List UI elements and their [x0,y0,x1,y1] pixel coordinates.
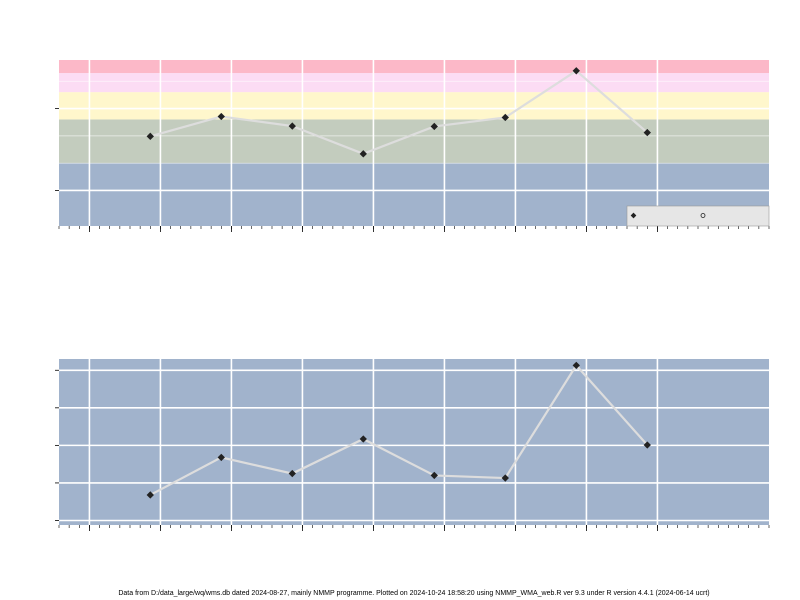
legend [626,205,770,227]
data-point [359,435,367,443]
legend-marker-ecoli [630,212,637,219]
series-line [149,363,649,496]
turbidity-chart [55,359,770,531]
pathogen-chart [55,60,770,232]
data-point [501,113,509,122]
data-point [217,453,225,462]
series-line [149,69,649,155]
risk-band [59,60,769,74]
risk-band [59,119,769,164]
plot-background [59,359,769,525]
data-point [146,491,154,499]
footer-note: Data from D:/data_large/wq/wms.db dated … [118,590,709,597]
data-point [643,441,651,449]
data-point [501,474,509,482]
legend-box [626,205,770,227]
legend-marker-faecal [700,213,706,218]
data-point [430,122,438,131]
data-point [146,132,154,141]
data-point [430,471,438,480]
risk-band [59,73,769,93]
data-point [572,361,580,370]
risk-band [59,92,769,120]
data-point [217,112,225,121]
data-point [643,128,651,137]
data-point [572,67,580,75]
data-point [288,122,296,130]
data-point [288,469,296,478]
